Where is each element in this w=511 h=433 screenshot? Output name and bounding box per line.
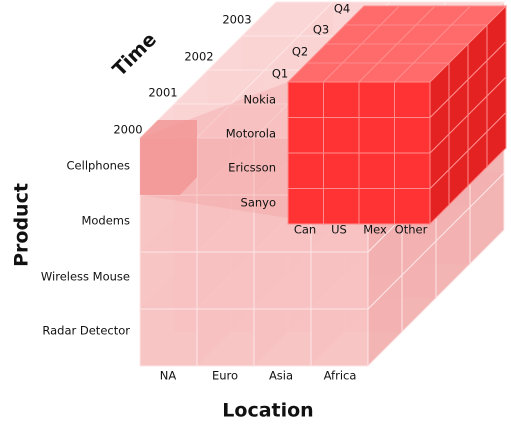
cell-front xyxy=(287,81,324,118)
cell-front xyxy=(358,81,395,118)
year-label: 2001 xyxy=(148,86,177,100)
quarter-label: Q1 xyxy=(272,67,288,81)
cell-front xyxy=(196,308,255,367)
cell-front xyxy=(358,117,395,154)
quarter-label: Q4 xyxy=(334,2,350,16)
sub-location-label: US xyxy=(331,223,347,237)
highlight-slab xyxy=(140,120,197,195)
cell-front xyxy=(139,251,198,310)
sub-location-label: Mex xyxy=(363,223,387,237)
cell-front xyxy=(253,251,312,310)
cell-front xyxy=(139,308,198,367)
location-label: NA xyxy=(160,369,177,383)
labels: Time Product Location 2000 2001 2002 200… xyxy=(11,2,428,422)
product-label: Cellphones xyxy=(67,159,130,173)
cubes xyxy=(138,0,508,368)
year-label: 2000 xyxy=(113,123,142,137)
brand-label: Ericsson xyxy=(228,161,276,175)
axis-title: Time xyxy=(108,28,160,80)
product-label: Radar Detector xyxy=(42,324,130,338)
cell-front xyxy=(310,308,369,367)
cell-front xyxy=(196,251,255,310)
cell-front xyxy=(358,188,395,225)
cell-front xyxy=(394,188,431,225)
product-label: Modems xyxy=(81,214,130,228)
cell-front xyxy=(394,152,431,189)
location-label: Asia xyxy=(269,369,293,383)
brand-label: Sanyo xyxy=(241,196,276,210)
cell-front xyxy=(253,308,312,367)
cell-front xyxy=(139,194,198,253)
brand-label: Nokia xyxy=(243,93,276,107)
brand-label: Motorola xyxy=(226,127,276,141)
cell-front xyxy=(323,188,360,225)
cell-front xyxy=(196,137,255,196)
cell-front xyxy=(287,152,324,189)
cell-front xyxy=(287,117,324,154)
axis-title: Product xyxy=(11,183,33,267)
cell-front xyxy=(358,152,395,189)
year-label: 2003 xyxy=(222,13,251,27)
cell-front xyxy=(323,117,360,154)
axis-title: Location xyxy=(222,400,313,422)
cell-front xyxy=(394,117,431,154)
cell-front xyxy=(310,251,369,310)
quarter-label: Q3 xyxy=(313,23,329,37)
product-label: Wireless Mouse xyxy=(41,270,130,284)
sub-location-label: Other xyxy=(395,223,428,237)
sub-location-label: Can xyxy=(294,223,316,237)
cell-front xyxy=(394,81,431,118)
cell-front xyxy=(323,152,360,189)
year-label: 2002 xyxy=(184,50,213,64)
cell-front xyxy=(287,188,324,225)
cell-front xyxy=(323,81,360,118)
location-label: Euro xyxy=(212,369,238,383)
quarter-label: Q2 xyxy=(292,45,308,59)
location-label: Africa xyxy=(324,369,357,383)
